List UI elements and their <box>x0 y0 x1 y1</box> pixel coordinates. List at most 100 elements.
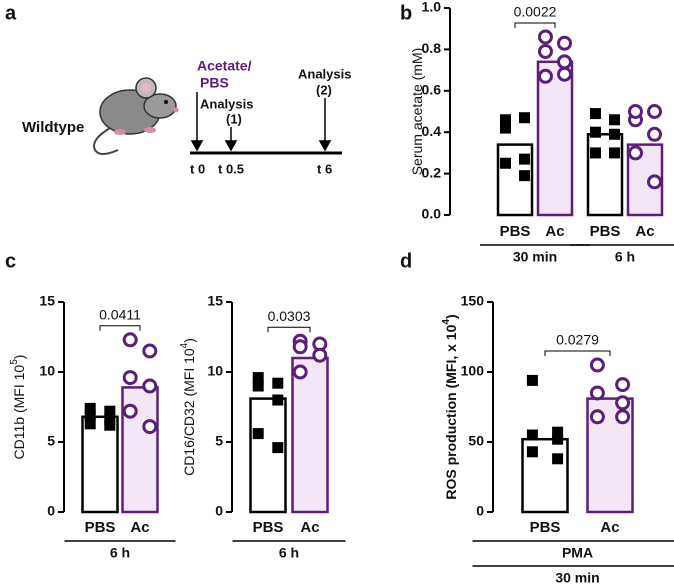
bar <box>536 60 574 217</box>
panel-label: c <box>5 250 16 272</box>
comparison-bracket <box>99 325 141 331</box>
x-tick-label: Ac <box>635 223 654 240</box>
y-tick-label: 0 <box>47 503 55 519</box>
x-tick-label: PBS <box>590 223 621 240</box>
strain-label: Wildtype <box>22 119 84 136</box>
data-point <box>627 104 643 119</box>
analysis-label: (2) <box>316 82 332 97</box>
y-axis-label-part: ) <box>443 314 459 319</box>
data-point <box>589 357 605 373</box>
data-point <box>615 377 631 393</box>
data-point <box>104 419 116 431</box>
comparison-label: 0.0022 <box>514 4 557 20</box>
data-point <box>609 147 621 159</box>
time-label: t 0 <box>190 161 205 176</box>
y-tick-label: 0 <box>215 503 223 519</box>
y-tick-label: 0.4 <box>422 123 442 139</box>
data-point <box>537 29 553 45</box>
x-tick-label: PBS <box>85 519 116 536</box>
data-point <box>526 446 538 458</box>
x-tick-label: Ac <box>600 519 619 536</box>
data-point <box>647 104 663 119</box>
data-point <box>589 409 605 425</box>
panel-label: b <box>400 2 412 24</box>
y-axis-label-part: Serum acetate (mM) <box>409 48 425 176</box>
bar <box>291 356 329 514</box>
arrows <box>190 92 332 152</box>
comparison-label: 0.0411 <box>99 307 141 323</box>
data-point <box>142 419 158 435</box>
y-axis-label-part: ) <box>11 355 27 360</box>
analysis-label: (1) <box>226 111 242 126</box>
y-axis-label: CD11b (MFI 105) <box>9 355 27 460</box>
y-tick-label: 1.0 <box>422 0 442 15</box>
data-point <box>537 68 553 84</box>
y-axis-label: ROS production (MFI, x 104) <box>441 314 459 499</box>
x-tick-label: PBS <box>530 519 561 536</box>
data-point <box>272 442 284 454</box>
panel-label: a <box>5 2 17 24</box>
data-point <box>552 426 564 438</box>
data-point <box>519 112 531 124</box>
data-point <box>272 377 284 389</box>
data-point <box>615 409 631 425</box>
group-label: PMA <box>562 545 593 561</box>
group-label: 6 h <box>279 545 299 561</box>
group-label: 6 h <box>110 545 130 561</box>
comparison-label: 0.0303 <box>268 308 311 324</box>
data-point <box>647 174 663 190</box>
y-tick-label: 0.8 <box>422 40 442 56</box>
data-point <box>252 380 264 392</box>
data-point <box>84 418 96 430</box>
y-tick-label: 15 <box>39 293 55 309</box>
y-axis-label-part: CD16/CD32 (MFI 10 <box>181 348 197 476</box>
data-point <box>104 414 116 426</box>
y-axis-label: Serum acetate (mM) <box>409 48 425 176</box>
bar <box>586 133 624 217</box>
data-point <box>499 122 511 134</box>
data-point <box>615 395 631 411</box>
data-point <box>557 54 573 70</box>
y-tick-label: 0 <box>476 503 484 519</box>
data-point <box>519 170 531 182</box>
treatment-label: Acetate/ <box>197 58 252 74</box>
data-point <box>84 402 96 414</box>
data-point <box>589 126 601 138</box>
x-tick-label: Ac <box>545 223 564 240</box>
y-axis-label-part: 4 <box>441 319 452 325</box>
data-point <box>552 433 564 445</box>
time-label: t 0.5 <box>218 161 244 176</box>
y-tick-label: 0.0 <box>422 206 442 222</box>
data-point <box>526 429 538 441</box>
data-point <box>312 347 328 363</box>
data-point <box>272 394 284 406</box>
comparison-bracket <box>267 326 311 333</box>
data-point <box>609 114 621 126</box>
y-tick-label: 50 <box>468 433 484 449</box>
y-tick-label: 0.6 <box>422 82 442 98</box>
y-tick-label: 10 <box>39 363 55 379</box>
group-label: 30 min <box>555 570 599 586</box>
group-label: 30 min <box>513 249 557 265</box>
data-point <box>589 385 605 401</box>
data-point <box>526 374 538 386</box>
data-point <box>647 126 663 142</box>
data-point <box>557 35 573 51</box>
data-point <box>122 370 138 386</box>
data-point <box>252 372 264 384</box>
x-tick-label: Ac <box>300 519 319 536</box>
data-point <box>142 343 158 359</box>
y-tick-label: 0.2 <box>422 164 442 180</box>
data-point <box>292 339 308 355</box>
y-tick-label: 10 <box>207 363 223 379</box>
data-point <box>84 409 96 421</box>
x-tick-label: PBS <box>500 223 531 240</box>
data-point <box>122 403 138 419</box>
group-label: 6 h <box>615 249 635 265</box>
data-point <box>537 43 553 59</box>
data-point <box>292 364 308 380</box>
panel-label: d <box>400 250 412 272</box>
bar <box>81 415 119 514</box>
x-tick-label: PBS <box>253 519 284 536</box>
